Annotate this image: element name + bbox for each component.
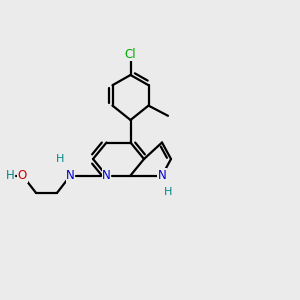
Text: N: N: [102, 169, 111, 182]
Text: H: H: [164, 187, 172, 197]
Text: O: O: [18, 169, 27, 182]
Text: Cl: Cl: [125, 47, 136, 61]
Text: H: H: [56, 152, 64, 166]
Text: N: N: [66, 169, 75, 182]
Text: H: H: [164, 185, 172, 199]
Text: N: N: [158, 169, 166, 182]
Text: H: H: [6, 169, 15, 182]
Text: H: H: [56, 154, 64, 164]
